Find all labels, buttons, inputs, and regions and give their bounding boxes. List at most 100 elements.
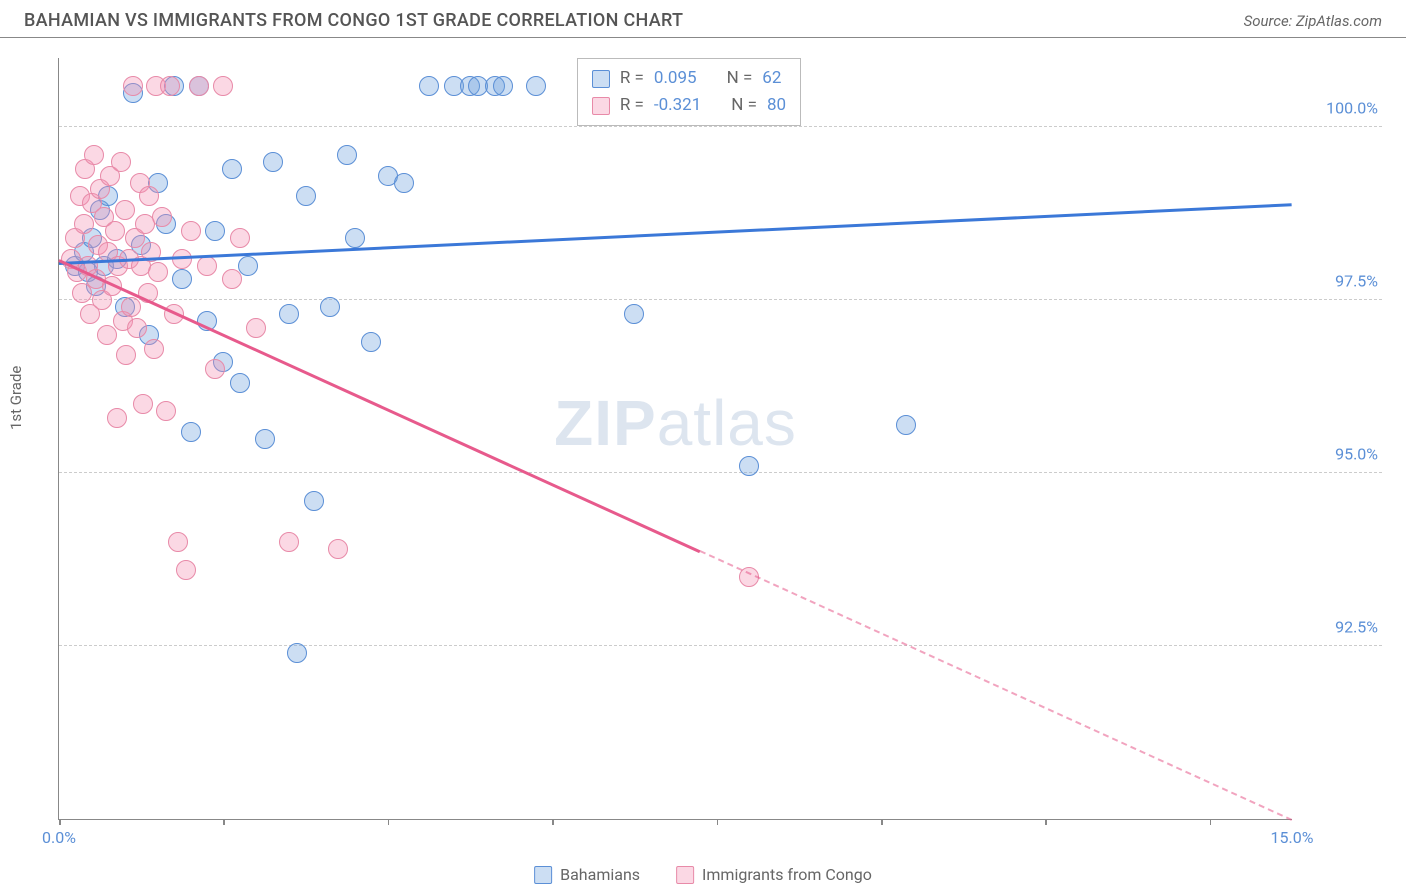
scatter-point xyxy=(116,345,136,365)
stat-r-label: R = xyxy=(620,92,644,119)
scatter-point xyxy=(74,214,94,234)
stat-n-label: N = xyxy=(731,92,757,119)
scatter-point xyxy=(181,422,201,442)
scatter-point xyxy=(205,359,225,379)
scatter-point xyxy=(139,186,159,206)
x-tick xyxy=(1210,819,1212,825)
x-tick-label: 0.0% xyxy=(42,828,76,847)
scatter-point xyxy=(296,186,316,206)
scatter-point xyxy=(361,332,381,352)
legend-swatch xyxy=(534,866,552,884)
watermark-prefix: ZIP xyxy=(554,387,657,459)
bottom-legend-item: Bahamians xyxy=(534,865,640,884)
scatter-point xyxy=(279,532,299,552)
scatter-point xyxy=(222,269,242,289)
scatter-point xyxy=(123,76,143,96)
chart-area: 1st Grade ZIPatlas 92.5%95.0%97.5%100.0%… xyxy=(24,50,1382,852)
stat-n-label: N = xyxy=(727,65,753,92)
watermark: ZIPatlas xyxy=(554,386,797,460)
y-axis-label: 1st Grade xyxy=(7,366,25,430)
chart-title: BAHAMIAN VS IMMIGRANTS FROM CONGO 1ST GR… xyxy=(24,10,683,31)
x-tick xyxy=(1045,819,1047,825)
scatter-point xyxy=(493,76,513,96)
legend-label: Immigrants from Congo xyxy=(702,865,872,884)
y-tick-label: 97.5% xyxy=(1335,272,1378,291)
scatter-point xyxy=(84,145,104,165)
stat-r-label: R = xyxy=(620,65,644,92)
scatter-point xyxy=(105,221,125,241)
scatter-point xyxy=(205,221,225,241)
scatter-point xyxy=(213,76,233,96)
stat-n-value: 80 xyxy=(767,92,786,119)
scatter-point xyxy=(148,262,168,282)
x-tick xyxy=(717,819,719,825)
scatter-point xyxy=(172,269,192,289)
scatter-point xyxy=(97,325,117,345)
scatter-point xyxy=(107,408,127,428)
scatter-point xyxy=(238,256,258,276)
y-tick-label: 100.0% xyxy=(1326,99,1378,118)
y-tick-label: 95.0% xyxy=(1335,445,1378,464)
scatter-point xyxy=(279,304,299,324)
scatter-point xyxy=(263,152,283,172)
scatter-point xyxy=(181,221,201,241)
gridline-h xyxy=(59,299,1382,300)
scatter-point xyxy=(394,173,414,193)
x-tick xyxy=(59,819,61,825)
stats-legend-row: R = -0.321 N = 80 xyxy=(592,92,786,119)
scatter-point xyxy=(111,152,131,172)
scatter-point xyxy=(144,339,164,359)
stat-r-value: 0.095 xyxy=(654,65,697,92)
legend-swatch xyxy=(592,70,610,88)
scatter-point xyxy=(168,532,188,552)
legend-swatch xyxy=(676,866,694,884)
scatter-point xyxy=(222,159,242,179)
bottom-legend: Bahamians Immigrants from Congo xyxy=(534,865,872,884)
scatter-point xyxy=(320,297,340,317)
stats-legend-row: R = 0.095 N = 62 xyxy=(592,65,786,92)
scatter-point xyxy=(152,207,172,227)
trend-line xyxy=(58,259,700,553)
x-tick-label: 15.0% xyxy=(1271,828,1314,847)
scatter-point xyxy=(230,228,250,248)
y-tick-label: 92.5% xyxy=(1335,618,1378,637)
scatter-point xyxy=(121,297,141,317)
legend-label: Bahamians xyxy=(560,865,640,884)
scatter-point xyxy=(127,318,147,338)
gridline-h xyxy=(59,645,1382,646)
scatter-point xyxy=(739,456,759,476)
stat-r-value: -0.321 xyxy=(654,92,701,119)
scatter-point xyxy=(246,318,266,338)
scatter-point xyxy=(419,76,439,96)
scatter-point xyxy=(624,304,644,324)
stats-legend: R = 0.095 N = 62 R = -0.321 N = 80 xyxy=(577,58,801,126)
watermark-suffix: atlas xyxy=(657,387,797,459)
scatter-point xyxy=(304,491,324,511)
x-tick xyxy=(388,819,390,825)
x-tick xyxy=(881,819,883,825)
trend-line xyxy=(700,550,1293,821)
scatter-point xyxy=(189,76,209,96)
scatter-point xyxy=(526,76,546,96)
scatter-point xyxy=(896,415,916,435)
stat-n-value: 62 xyxy=(762,65,781,92)
scatter-point xyxy=(345,228,365,248)
bottom-legend-item: Immigrants from Congo xyxy=(676,865,872,884)
scatter-point xyxy=(197,256,217,276)
scatter-point xyxy=(328,539,348,559)
scatter-point xyxy=(115,200,135,220)
scatter-point xyxy=(176,560,196,580)
legend-swatch xyxy=(592,97,610,115)
scatter-point xyxy=(133,394,153,414)
scatter-point xyxy=(255,429,275,449)
scatter-point xyxy=(337,145,357,165)
gridline-h xyxy=(59,472,1382,473)
scatter-point xyxy=(287,643,307,663)
scatter-point xyxy=(230,373,250,393)
scatter-point xyxy=(156,401,176,421)
scatter-point xyxy=(160,76,180,96)
chart-source: Source: ZipAtlas.com xyxy=(1244,12,1382,30)
x-tick xyxy=(223,819,225,825)
chart-header: BAHAMIAN VS IMMIGRANTS FROM CONGO 1ST GR… xyxy=(0,0,1406,38)
x-tick xyxy=(552,819,554,825)
